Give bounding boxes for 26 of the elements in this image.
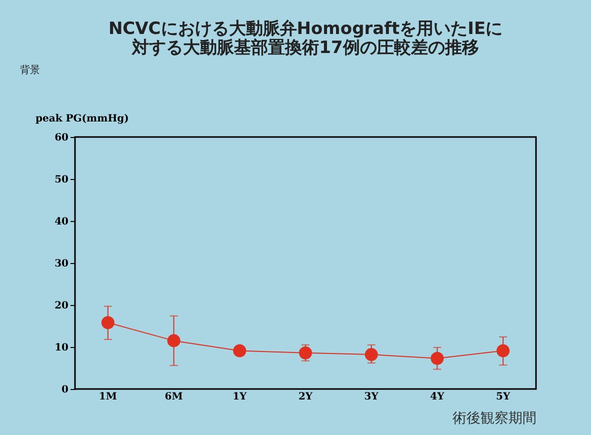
- x-tick-label: 4Y: [430, 392, 446, 402]
- point: [364, 348, 378, 362]
- point: [496, 344, 510, 358]
- x-tick-label: 6M: [164, 392, 183, 402]
- x-tick-label: 2Y: [298, 392, 314, 402]
- point: [101, 316, 114, 330]
- point: [430, 352, 444, 365]
- y-tick-label: 40: [54, 216, 69, 228]
- y-tick-label: 60: [54, 132, 69, 144]
- y-tick-label: 10: [54, 342, 69, 354]
- x-tick-label: 3Y: [364, 392, 380, 402]
- x-tick-label: 1M: [98, 392, 117, 402]
- y-axis-title: peak PG(mmHg): [36, 114, 129, 124]
- y-tick-label: 50: [54, 174, 69, 186]
- x-tick-label: 5Y: [496, 392, 511, 402]
- x-axis-title: 術後観察期間: [452, 410, 536, 426]
- y-tick-label: 20: [54, 300, 69, 312]
- point: [167, 334, 180, 348]
- x-tick-label: 1Y: [232, 392, 248, 402]
- text: 対する大動脈基部置換術17例の圧較差の推移: [132, 38, 479, 58]
- point: [298, 346, 312, 360]
- text: NCVCにおける大動脈弁Homograftを用いたIEに: [108, 19, 503, 39]
- y-tick-label: 0: [62, 384, 69, 396]
- y-tick-label: 30: [54, 258, 69, 270]
- text: 背景: [20, 64, 40, 76]
- point: [233, 344, 246, 358]
